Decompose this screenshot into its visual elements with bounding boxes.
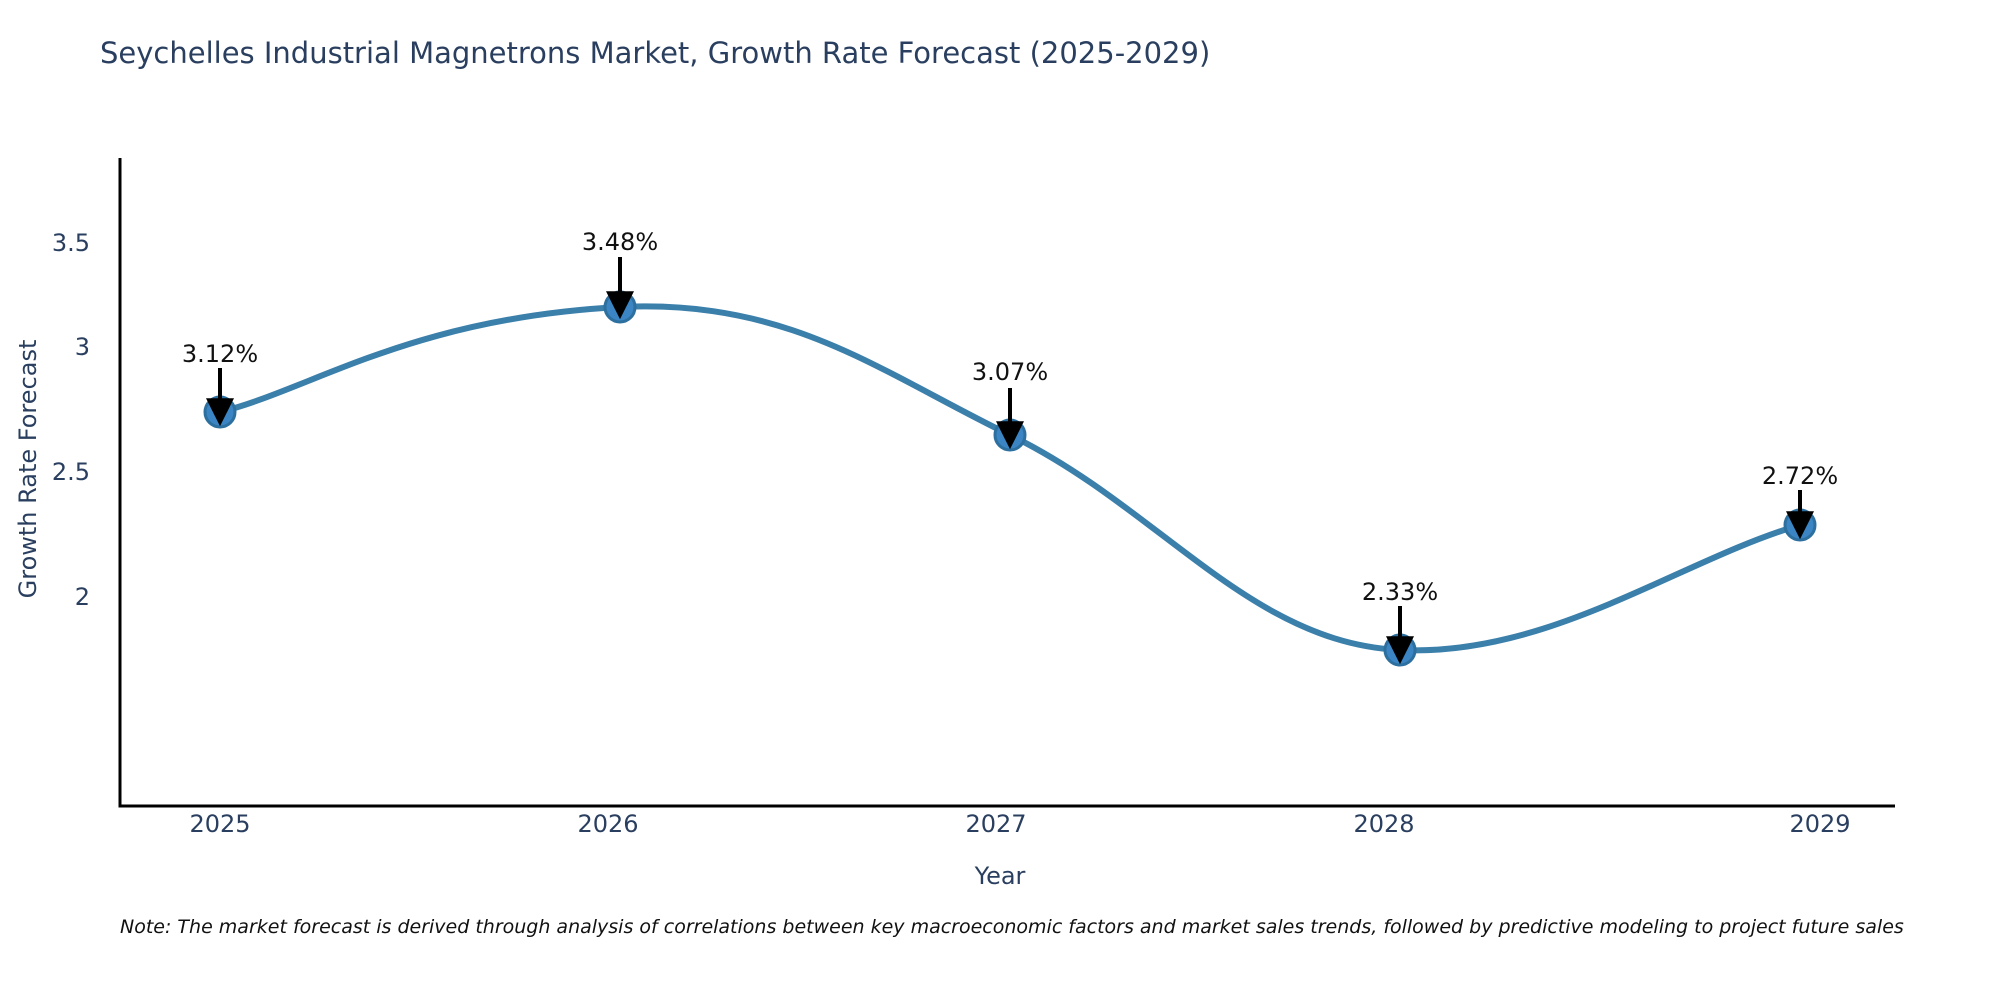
x-tick-label: 2028 (1353, 810, 1415, 838)
data-point-marker[interactable] (603, 290, 637, 324)
x-tick-label: 2025 (189, 810, 251, 838)
y-tick-label: 2.5 (51, 458, 90, 486)
series-line (217, 303, 1803, 654)
data-point-label: 3.12% (181, 340, 259, 368)
chart-footnote: Note: The market forecast is derived thr… (120, 916, 1904, 938)
data-point-label: 2.33% (1361, 578, 1439, 606)
x-tick-label: 2029 (1789, 810, 1851, 838)
x-axis-title: Year (974, 862, 1026, 890)
y-tick-label: 3.5 (51, 229, 90, 257)
axis-lines (118, 158, 1895, 808)
data-point-label: 3.07% (971, 358, 1049, 386)
x-tick-label: 2026 (577, 810, 639, 838)
data-point-label: 2.72% (1761, 462, 1839, 490)
y-tick-label: 2 (74, 583, 90, 611)
x-tick-label: 2027 (965, 810, 1027, 838)
chart-title: Seychelles Industrial Magnetrons Market,… (100, 36, 1211, 70)
y-tick-label: 3 (74, 333, 90, 361)
data-point-label: 3.48% (581, 228, 659, 256)
